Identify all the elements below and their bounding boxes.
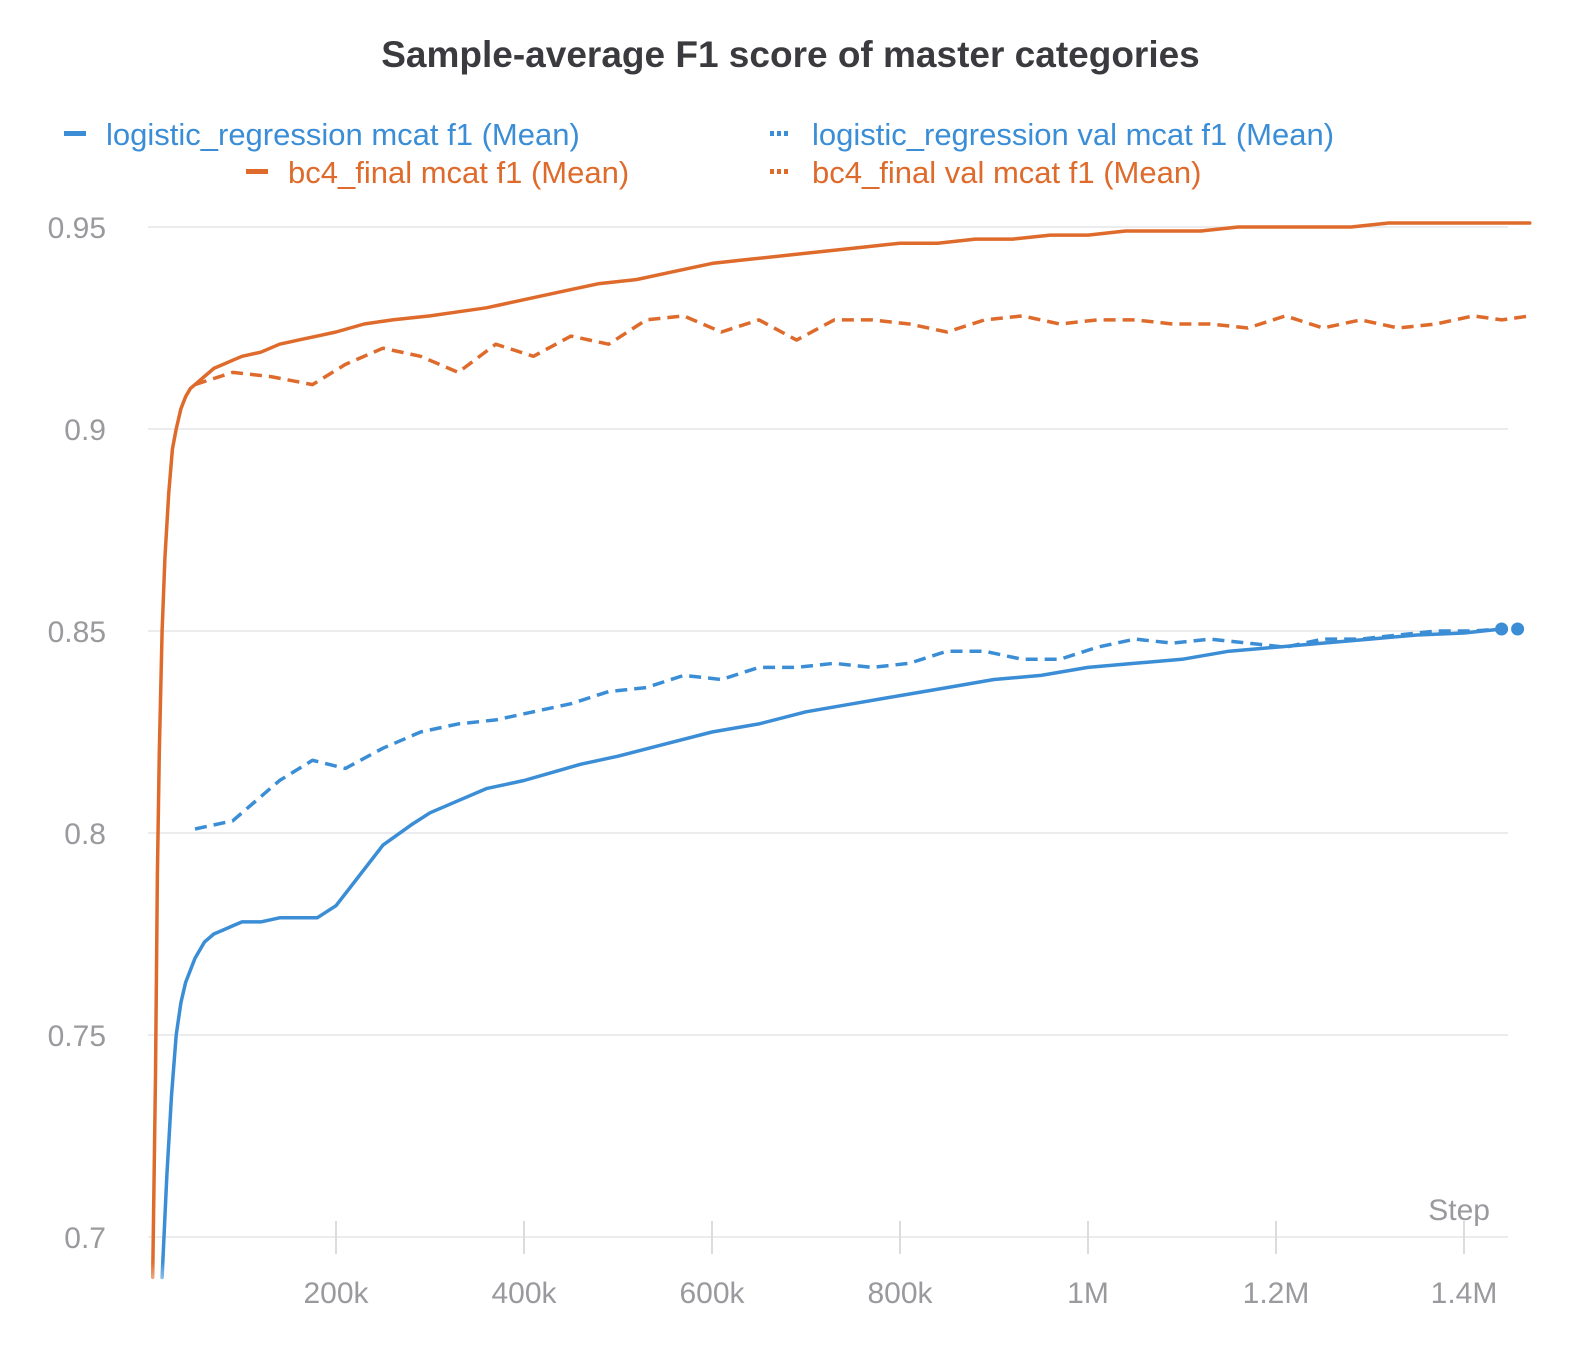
legend-label: logistic_regression val mcat f1 (Mean): [812, 117, 1335, 152]
legend-label: logistic_regression mcat f1 (Mean): [106, 117, 580, 152]
x-tick-label: 400k: [491, 1277, 557, 1310]
x-tick-label: 200k: [303, 1277, 369, 1310]
legend-swatch-dashed-icon: [770, 131, 790, 136]
y-tick-label: 0.9: [64, 414, 106, 447]
x-tick-label: 1M: [1067, 1277, 1109, 1310]
y-tick-label: 0.85: [48, 616, 106, 649]
series-line-dashed: [194, 627, 1502, 831]
x-axis: 200k 400k 600k 800k 1M 1.2M 1.4M: [303, 1221, 1497, 1310]
y-axis: 0.7 0.75 0.8 0.85 0.9 0.95: [48, 212, 106, 1255]
right-fade: [1535, 200, 1581, 360]
x-axis-label: Step: [1428, 1194, 1490, 1227]
series-line-solid: [160, 627, 1504, 1280]
series-line-dashed: [194, 314, 1531, 387]
chart-title: Sample-average F1 score of master catego…: [381, 34, 1200, 75]
x-tick-label: 1.4M: [1431, 1277, 1498, 1310]
grid-layer: [148, 226, 1508, 1238]
legend-label: bc4_final mcat f1 (Mean): [288, 155, 630, 190]
series-end-marker: [1511, 622, 1525, 636]
series-line-solid: [150, 221, 1532, 1280]
x-tick-label: 800k: [867, 1277, 933, 1310]
legend-label: bc4_final val mcat f1 (Mean): [812, 155, 1202, 190]
series-end-marker: [1495, 622, 1509, 636]
x-tick-label: 600k: [679, 1277, 745, 1310]
y-tick-label: 0.75: [48, 1020, 106, 1053]
x-tick-label: 1.2M: [1243, 1277, 1310, 1310]
y-tick-label: 0.7: [64, 1222, 106, 1255]
y-tick-label: 0.95: [48, 212, 106, 245]
legend-swatch-dashed-icon: [770, 169, 790, 174]
bottom-fade: [140, 1262, 200, 1302]
legend-swatch-solid-icon: [64, 131, 86, 136]
legend-swatch-solid-icon: [246, 169, 268, 174]
y-tick-label: 0.8: [64, 818, 106, 851]
series-layer: [150, 221, 1532, 1280]
